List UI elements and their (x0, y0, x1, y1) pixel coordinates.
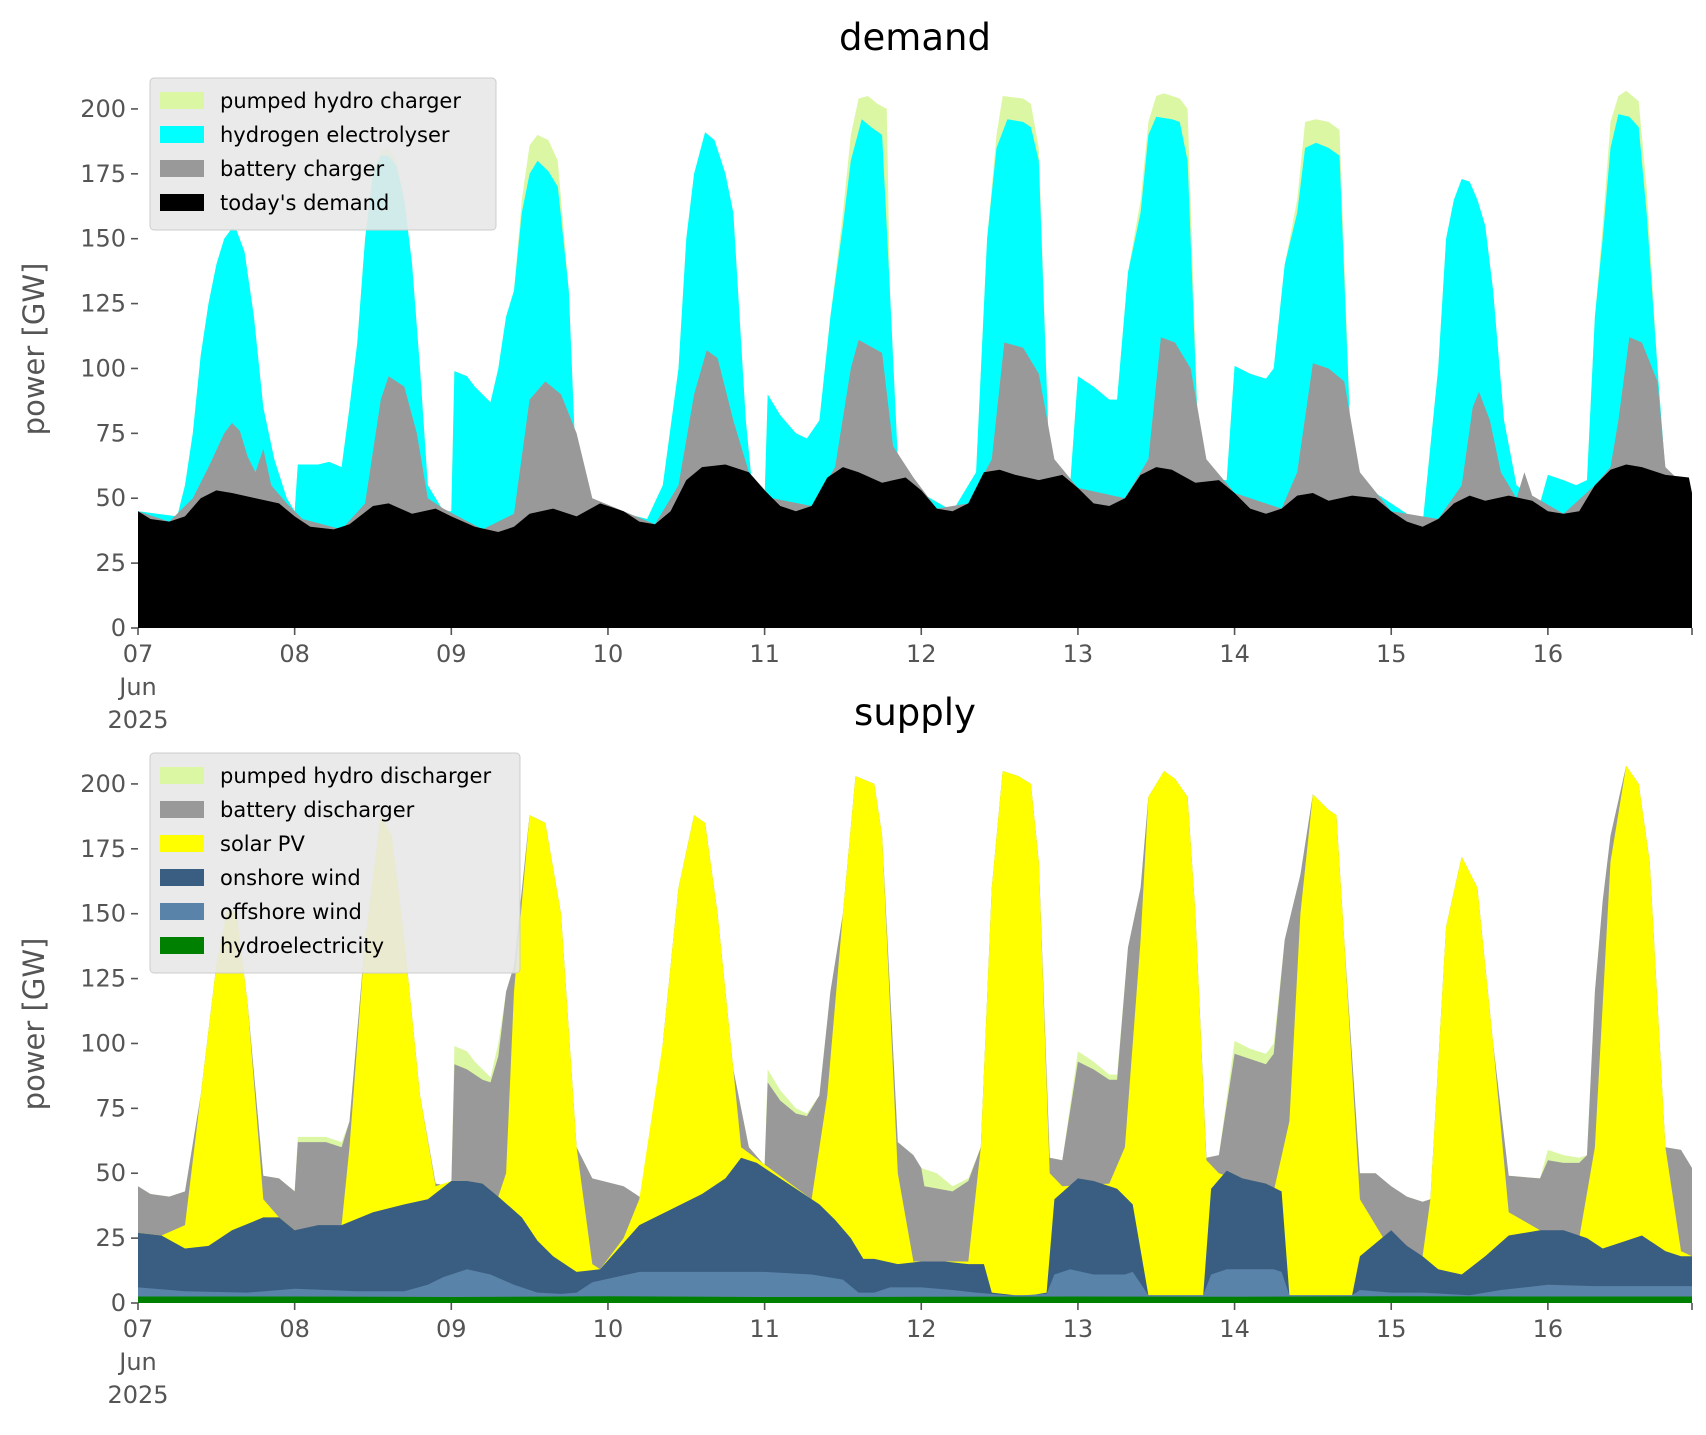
legend-label: battery discharger (220, 798, 415, 822)
x-tick-label: 12 (906, 1315, 937, 1343)
x-tick-label: 14 (1219, 1315, 1250, 1343)
legend-label: offshore wind (220, 900, 362, 924)
y-tick-label: 75 (95, 1094, 126, 1122)
legend-label: onshore wind (220, 866, 361, 890)
area-series-group (138, 90, 1692, 629)
y-tick-label: 125 (80, 965, 126, 993)
x-tick-label: 08 (279, 1315, 310, 1343)
x-axis: 07 Jun 2025 08 09 10 11 12 13 14 15 16 (107, 628, 1693, 734)
x-tick-label: 13 (1063, 640, 1094, 668)
y-tick-label: 175 (80, 835, 126, 863)
y-tick-label: 200 (80, 95, 126, 123)
legend-box (149, 752, 521, 974)
x-tick-label: 12 (906, 640, 937, 668)
x-tick-label: 14 (1219, 640, 1250, 668)
legend-label: pumped hydro charger (220, 89, 461, 113)
legend-swatch (160, 194, 204, 211)
x-tick-label: 15 (1376, 1315, 1407, 1343)
legend-swatch (160, 937, 204, 954)
legend-swatch (160, 160, 204, 177)
legend-label: today's demand (220, 191, 389, 215)
y-tick-label: 125 (80, 290, 126, 318)
y-tick-label: 75 (95, 419, 126, 447)
y-tick-label: 175 (80, 160, 126, 188)
x-tick-label: 09 (436, 1315, 467, 1343)
y-tick-label: 150 (80, 225, 126, 253)
area-offshore-wind (138, 1269, 1692, 1303)
legend-swatch (160, 903, 204, 920)
x-axis: 07 Jun 2025 08 09 10 11 12 13 14 15 16 (107, 1303, 1693, 1409)
y-tick-label: 0 (111, 1289, 126, 1317)
legend-swatch (160, 835, 204, 852)
x-tick-label: 07 (123, 640, 154, 668)
y-tick-label: 200 (80, 770, 126, 798)
area-hydroelectricity (138, 1296, 1692, 1303)
legend-swatch (160, 126, 204, 143)
y-axis-label: power [GW] (17, 938, 51, 1111)
x-tick-label: 10 (593, 640, 624, 668)
x-tick-label: 10 (593, 1315, 624, 1343)
legend-swatch (160, 767, 204, 784)
y-tick-label: 0 (111, 614, 126, 642)
y-axis-label: power [GW] (17, 263, 51, 436)
area-onshore-wind (138, 1157, 1692, 1303)
area-series-group (138, 765, 1692, 1303)
x-tick-label: 16 (1533, 640, 1564, 668)
area-solar-pv (138, 765, 1692, 1303)
legend-label: solar PV (220, 832, 305, 856)
x-tick-label: 16 (1533, 1315, 1564, 1343)
legend-label: hydrogen electrolyser (220, 123, 450, 147)
legend: pumped hydro discharger battery discharge… (149, 752, 521, 974)
y-tick-label: 25 (95, 1224, 126, 1252)
y-tick-label: 50 (95, 1159, 126, 1187)
chart-title: demand (839, 16, 991, 59)
legend-label: hydroelectricity (220, 934, 384, 958)
y-tick-label: 100 (80, 1029, 126, 1057)
x-tick-label: 11 (749, 1315, 780, 1343)
x-tick-label: 08 (279, 640, 310, 668)
legend-box (149, 77, 497, 231)
panel-demand: demand power [GW] 0 25 50 75 100 125 150 175 200 07… (17, 16, 1693, 734)
x-tick-label: 07 (123, 1315, 154, 1343)
legend-swatch (160, 801, 204, 818)
legend-label: pumped hydro discharger (220, 764, 491, 788)
x-tick-label: 2025 (107, 1381, 168, 1409)
legend-label: battery charger (220, 157, 385, 181)
x-tick-label: 2025 (107, 706, 168, 734)
chart-title: supply (854, 691, 976, 734)
legend: pumped hydro charger hydrogen electrolyse… (149, 77, 497, 231)
area-today-s-demand (138, 464, 1692, 628)
y-tick-label: 50 (95, 484, 126, 512)
x-tick-label: Jun (117, 673, 157, 701)
y-tick-label: 100 (80, 354, 126, 382)
legend-swatch (160, 92, 204, 109)
x-tick-label: 15 (1376, 640, 1407, 668)
y-axis: 0 25 50 75 100 125 150 175 200 (80, 95, 138, 642)
x-tick-label: 13 (1063, 1315, 1094, 1343)
x-tick-label: Jun (117, 1348, 157, 1376)
y-axis: 0 25 50 75 100 125 150 175 200 (80, 770, 138, 1317)
y-tick-label: 25 (95, 549, 126, 577)
legend-swatch (160, 869, 204, 886)
y-tick-label: 150 (80, 900, 126, 928)
x-tick-label: 11 (749, 640, 780, 668)
panel-supply: supply power [GW] 0 25 50 75 100 125 150 175 200 07… (17, 691, 1693, 1409)
x-tick-label: 09 (436, 640, 467, 668)
